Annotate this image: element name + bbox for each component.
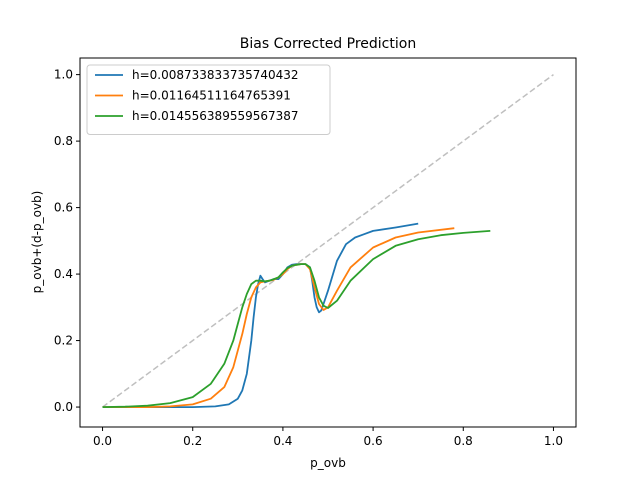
- y-tick-label: 0.0: [54, 400, 73, 414]
- x-tick-label: 1.0: [544, 434, 563, 448]
- x-axis-label: p_ovb: [310, 456, 346, 470]
- series-lines: [102, 74, 554, 409]
- y-tick-label: 0.6: [54, 201, 73, 215]
- reference-diagonal-line: [102, 74, 554, 408]
- y-axis-ticks: 0.0 0.2 0.4 0.6 0.8 1.0: [54, 68, 80, 414]
- legend-label: h=0.008733833735740432: [132, 68, 299, 82]
- x-tick-label: 0.0: [93, 434, 112, 448]
- x-tick-label: 0.2: [183, 434, 202, 448]
- legend-box: [86, 64, 331, 135]
- x-axis-ticks: 0.0 0.2 0.4 0.6 0.8 1.0: [93, 427, 563, 448]
- series-line-2: [102, 227, 455, 409]
- x-tick-label: 0.6: [364, 434, 383, 448]
- legend-label: h=0.014556389559567387: [132, 109, 299, 123]
- x-tick-label: 0.8: [454, 434, 473, 448]
- chart-title: Bias Corrected Prediction: [240, 36, 416, 52]
- y-tick-label: 1.0: [54, 68, 73, 82]
- x-tick-label: 0.4: [273, 434, 292, 448]
- y-tick-label: 0.2: [54, 334, 73, 348]
- y-tick-label: 0.8: [54, 134, 73, 148]
- y-axis-label: p_ovb+(d-p_ovb): [30, 191, 44, 294]
- legend-label: h=0.01164511164765391: [132, 89, 291, 103]
- plot-frame: [79, 57, 577, 428]
- series-line-3: [102, 230, 491, 408]
- legend: h=0.008733833735740432 h=0.01164511164765…: [86, 64, 331, 135]
- y-tick-label: 0.4: [54, 267, 73, 281]
